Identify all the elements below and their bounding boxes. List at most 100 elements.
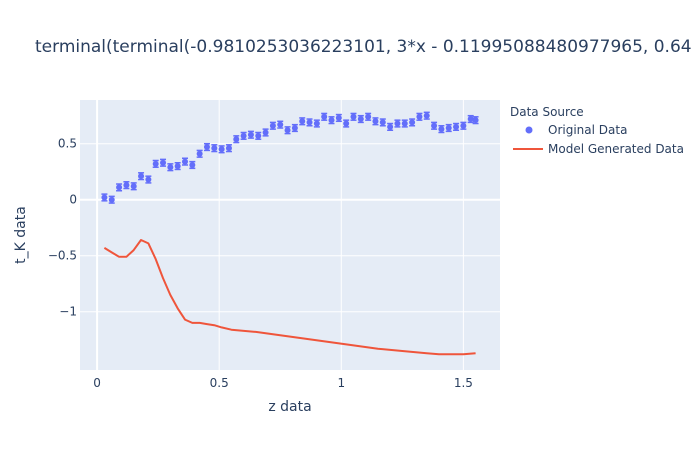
original-data-point [211,144,218,153]
original-data-marker [277,121,284,128]
original-data-point [240,131,247,140]
series-model-generated-data [103,239,476,356]
legend-item-original-data[interactable]: Original Data [525,123,628,137]
original-data-point [445,123,452,133]
original-data-point [453,122,460,131]
x-tick-label: 0 [93,376,101,390]
original-data-point [328,116,335,125]
original-data-point [203,142,210,152]
original-data-point [269,121,276,130]
original-data-marker [262,129,269,136]
original-data-marker [203,144,210,151]
original-data-marker [116,184,123,191]
original-data-point [262,128,269,137]
original-data-marker [233,136,240,143]
x-tick-label: 0.5 [210,376,229,390]
original-data-marker [387,123,394,130]
original-data-marker [299,118,306,125]
original-data-marker [423,112,430,119]
original-data-point [284,126,291,135]
original-data-marker [431,122,438,129]
original-data-point [152,159,159,168]
y-tick-label: 0.5 [58,137,77,151]
original-data-marker [108,196,115,203]
original-data-marker [255,132,262,139]
original-data-marker [328,117,335,124]
original-data-point [116,183,123,192]
original-data-point [138,172,145,181]
plot-area [80,100,500,370]
original-data-point [387,122,394,131]
original-data-marker [472,117,479,124]
original-data-marker [160,159,167,166]
original-data-point [365,112,372,121]
series-original-data [101,111,479,204]
original-data-point [255,131,262,140]
original-data-point [299,117,306,126]
original-data-marker [174,163,181,170]
y-tick-label: 0 [69,193,77,207]
original-data-marker [182,158,188,165]
original-data-point [335,113,342,123]
original-data-point [130,182,137,191]
original-data-marker [365,113,372,120]
original-data-point [108,195,115,204]
original-data-point [321,112,328,121]
original-data-marker [225,145,232,152]
x-tick-label: 1 [337,376,345,390]
original-data-marker [269,122,276,129]
original-data-point [460,121,467,130]
original-data-point [277,120,284,129]
original-data-point [225,144,232,153]
original-data-marker [138,173,145,180]
original-data-point [306,118,313,127]
original-data-marker [291,125,298,132]
original-data-marker [145,176,152,183]
original-data-point [160,158,167,167]
x-axis-title: z data [268,399,311,415]
original-data-marker [445,125,452,132]
model-generated-data-line [103,239,476,356]
x-axis-ticks: 0 0.5 1 1.5 [93,376,473,390]
legend-label-model-generated-data: Model Generated Data [548,142,684,156]
original-data-point [416,112,423,121]
original-data-marker [394,120,401,127]
original-data-marker [240,132,247,139]
chart-title: terminal(terminal(-0.981025303622310​1, … [35,37,692,57]
original-data-point [196,149,203,158]
original-data-point [472,116,479,125]
original-data-marker [218,146,225,153]
original-data-point [233,135,240,144]
original-data-marker [167,164,174,171]
original-data-point [182,157,188,166]
original-data-point [394,119,401,128]
legend-item-model-generated-data[interactable]: Model Generated Data [513,142,684,156]
original-data-marker [152,160,159,167]
y-tick-label: −0.5 [48,249,77,263]
y-axis-title: t_K data [13,206,29,264]
original-data-marker [453,123,460,130]
original-data-marker [350,113,357,120]
legend: Data Source Original Data Model Generate… [510,105,684,156]
original-data-marker [416,113,423,120]
original-data-marker [313,120,320,127]
original-data-marker [343,120,350,127]
y-tick-label: −1 [59,305,77,319]
original-data-marker [460,122,467,129]
original-data-point [467,114,474,124]
original-data-point [343,119,350,128]
original-data-marker [335,114,342,121]
original-data-marker [247,131,254,138]
original-data-marker [372,118,379,125]
original-data-marker [189,161,196,168]
original-data-point [357,114,364,124]
legend-label-original-data: Original Data [548,123,627,137]
original-data-point [423,111,430,120]
original-data-point [401,119,408,128]
original-data-marker [196,150,203,157]
original-data-point [409,118,416,127]
original-data-point [313,119,320,128]
original-data-point [438,125,445,134]
original-data-marker [130,183,137,190]
